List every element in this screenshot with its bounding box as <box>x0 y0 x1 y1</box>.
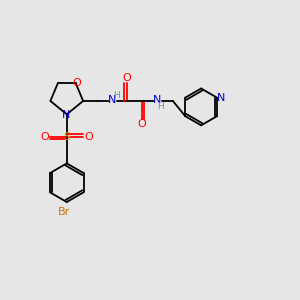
Text: N: N <box>62 110 70 120</box>
Text: O: O <box>72 77 81 88</box>
Text: N: N <box>108 95 116 105</box>
Text: O: O <box>84 132 93 142</box>
Text: O: O <box>122 73 131 83</box>
Text: N: N <box>153 95 162 105</box>
Text: Br: Br <box>58 207 70 218</box>
Text: O: O <box>41 132 50 142</box>
Text: N: N <box>218 93 226 103</box>
Text: H: H <box>113 91 120 100</box>
Text: H: H <box>158 102 164 111</box>
Text: S: S <box>63 132 70 142</box>
Text: O: O <box>137 119 146 129</box>
